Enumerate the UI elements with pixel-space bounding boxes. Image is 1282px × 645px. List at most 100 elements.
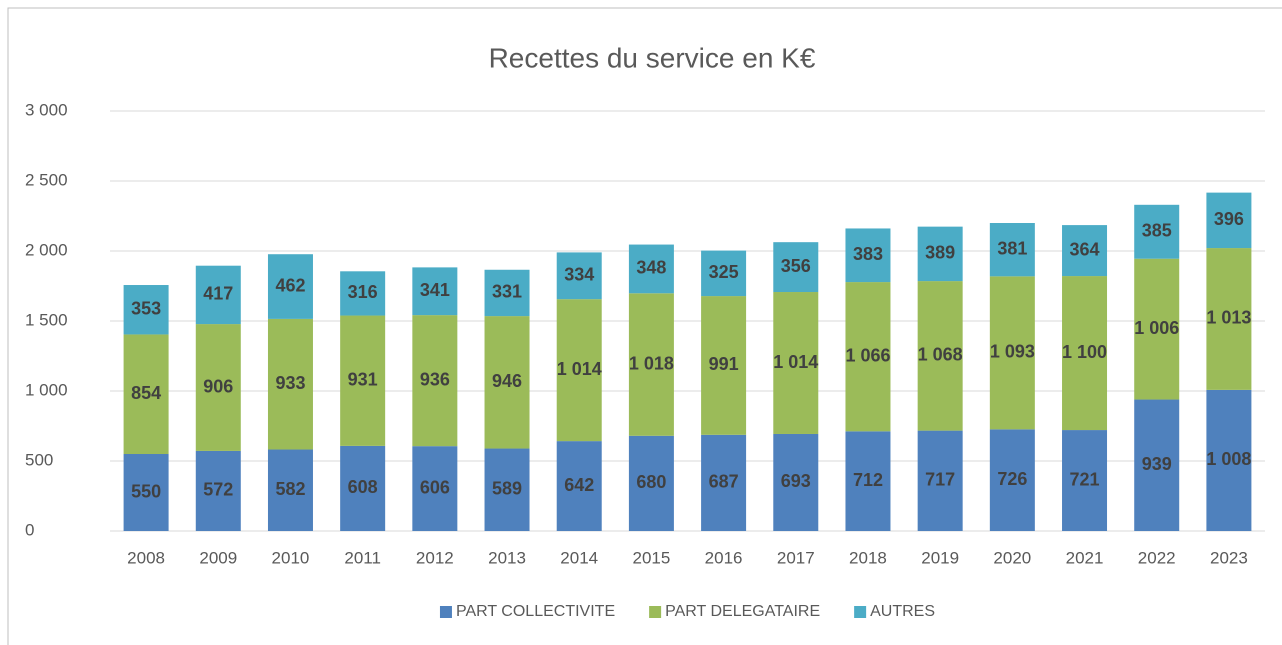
bar-segment: [773, 433, 819, 531]
data-label: 1 066: [845, 345, 890, 365]
bar-segment: [1206, 389, 1252, 531]
data-label: 933: [275, 373, 305, 393]
data-label: 396: [1214, 209, 1244, 229]
data-label: 642: [564, 475, 594, 495]
data-label: 726: [997, 469, 1027, 489]
x-tick-label: 2014: [560, 548, 598, 567]
data-label: 334: [564, 265, 594, 285]
data-label: 589: [492, 479, 522, 499]
x-tick-label: 2017: [777, 548, 815, 567]
data-label: 389: [925, 243, 955, 263]
data-label: 1 018: [629, 353, 674, 373]
bar-segment: [412, 446, 458, 531]
bar-segment: [267, 254, 313, 319]
data-label: 348: [636, 258, 666, 278]
data-label: 1 068: [918, 345, 963, 365]
data-label: 946: [492, 371, 522, 391]
data-label: 936: [420, 369, 450, 389]
data-label: 356: [781, 256, 811, 276]
bar-segment: [628, 435, 674, 531]
data-label: 717: [925, 470, 955, 490]
bar-segment: [1206, 248, 1252, 390]
bar-segment: [123, 285, 169, 335]
x-tick-label: 2021: [1066, 548, 1104, 567]
bar-segment: [123, 454, 169, 531]
bar-segment: [412, 315, 458, 447]
data-label: 606: [420, 477, 450, 497]
y-tick-label: 2 000: [25, 240, 68, 259]
bar-segment: [556, 441, 602, 531]
bar-segment: [195, 450, 241, 531]
data-label: 353: [131, 298, 161, 318]
bar-segment: [845, 282, 891, 432]
bar-segment: [1134, 399, 1180, 531]
y-tick-label: 2 500: [25, 170, 68, 189]
bar-segment: [195, 324, 241, 451]
bar-segment: [1062, 225, 1108, 277]
data-label: 550: [131, 481, 161, 501]
legend-swatch: [854, 606, 867, 618]
bar-segment: [917, 281, 963, 431]
data-label: 721: [1070, 469, 1100, 489]
bar-segment: [701, 250, 747, 297]
data-label: 364: [1070, 239, 1100, 259]
data-label: 383: [853, 244, 883, 264]
data-label: 939: [1142, 454, 1172, 474]
data-label: 680: [636, 472, 666, 492]
bar-segment: [340, 445, 386, 531]
data-label: 1 014: [773, 352, 818, 372]
legend-label: PART COLLECTIVITE: [456, 603, 615, 620]
bar-segment: [484, 269, 530, 317]
data-label: 582: [275, 479, 305, 499]
x-tick-label: 2019: [921, 548, 959, 567]
x-tick-label: 2013: [488, 548, 526, 567]
bar-segment: [701, 296, 747, 435]
y-tick-label: 1 000: [25, 380, 68, 399]
bar-segment: [773, 242, 819, 293]
bar-segment: [1134, 204, 1180, 259]
x-tick-label: 2009: [199, 548, 237, 567]
data-label: 1 013: [1206, 308, 1251, 328]
y-tick-label: 500: [25, 450, 53, 469]
bar-segment: [195, 265, 241, 325]
bar-segment: [701, 434, 747, 531]
data-label: 462: [275, 275, 305, 295]
bar-segment: [1206, 192, 1252, 249]
y-tick-label: 3 000: [25, 100, 68, 119]
bar-segment: [267, 318, 313, 450]
data-label: 417: [203, 284, 233, 304]
data-label: 712: [853, 470, 883, 490]
bar-segment: [845, 431, 891, 531]
data-label: 325: [709, 262, 739, 282]
bar-segment: [628, 293, 674, 436]
data-label: 1 100: [1062, 342, 1107, 362]
bar-segment: [989, 276, 1035, 430]
x-tick-label: 2022: [1138, 548, 1176, 567]
bar-segment: [917, 430, 963, 531]
data-label: 1 006: [1134, 318, 1179, 338]
data-label: 316: [348, 282, 378, 302]
bar-segment: [484, 448, 530, 531]
data-label: 1 093: [990, 342, 1035, 362]
legend-label: PART DELEGATAIRE: [665, 603, 820, 620]
bar-segment: [412, 267, 458, 316]
y-tick-label: 0: [25, 520, 34, 539]
bar-segment: [123, 334, 169, 454]
data-label: 854: [131, 383, 161, 403]
data-label: 385: [1142, 221, 1172, 241]
bar-segment: [340, 315, 386, 446]
bar-segment: [845, 228, 891, 283]
legend-label: AUTRES: [870, 603, 935, 620]
x-tick-label: 2018: [849, 548, 887, 567]
data-label: 906: [203, 376, 233, 396]
chart-title: Recettes du service en K€: [489, 42, 816, 73]
bar-segment: [917, 226, 963, 282]
bar-segment: [556, 252, 602, 300]
bar-segment: [1062, 430, 1108, 531]
bar-segment: [773, 292, 819, 434]
bar-segment: [989, 429, 1035, 531]
data-label: 341: [420, 280, 450, 300]
x-tick-label: 2008: [127, 548, 165, 567]
bar-segment: [556, 299, 602, 442]
chart-border: [7, 7, 1282, 645]
